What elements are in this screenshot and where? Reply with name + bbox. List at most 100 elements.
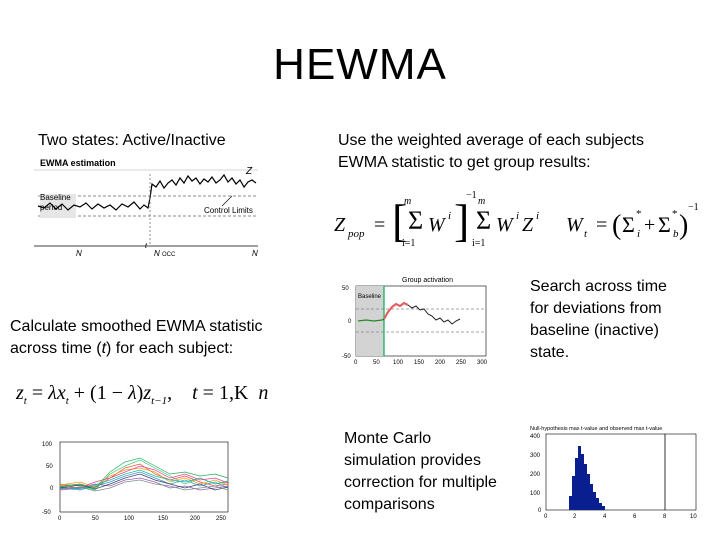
wt-eq: = [596, 214, 608, 236]
x-label-occ: OCC [162, 252, 176, 258]
wt-sigma-1: Σ [622, 212, 635, 237]
zpop-i1-2: i=1 [472, 238, 486, 249]
right-heading-line-1: Use the weighted average of each subject… [338, 132, 644, 149]
control-limits-label: Control Limits [204, 206, 253, 215]
subjects-y-tick-50: 50 [46, 464, 53, 470]
wt-i: i [637, 228, 641, 240]
search-line-3: baseline (inactive) [530, 322, 659, 339]
wt-t: t [584, 228, 588, 240]
right-heading-line-2: EWMA statistic to get group results: [338, 154, 591, 171]
group-y-tick-neg50: -50 [342, 354, 351, 360]
x-label-t: t [145, 243, 148, 250]
hist-x-tick-8: 8 [663, 514, 667, 520]
zpop-i1-1: i=1 [402, 238, 416, 249]
group-x-tick-250: 250 [456, 360, 467, 366]
ewma-formula: zt = λxt + (1 − λ)zt−1, t = 1,K n [16, 382, 268, 407]
wt-plus: + [644, 214, 656, 236]
group-x-tick-0: 0 [354, 360, 358, 366]
wt-formula: W t = ( Σ * i + Σ * b ) −1 [566, 196, 699, 256]
right-heading: Use the weighted average of each subject… [338, 130, 644, 174]
group-x-tick-200: 200 [435, 360, 446, 366]
hist-y-tick-300: 300 [530, 453, 541, 459]
ewma-f-t: t [192, 382, 198, 404]
zpop-bracket-open: [ [392, 195, 408, 246]
subjects-y-tick-100: 100 [42, 442, 53, 448]
wt-paren-close: ) [679, 210, 689, 241]
subjects-x-tick-100: 100 [124, 516, 135, 522]
z-label: Z [245, 166, 253, 177]
zpop-Z: Z [334, 214, 346, 236]
subjects-x-tick-50: 50 [92, 516, 99, 522]
hist-x-tick-2: 2 [573, 514, 577, 520]
ewma-f-K: K [233, 382, 249, 404]
subjects-y-tick-neg50: -50 [42, 510, 51, 516]
zpop-sum-2: Σ [476, 206, 492, 235]
subjects-x-tick-0: 0 [58, 516, 62, 522]
ewma-f-t2: t [65, 395, 69, 407]
ewma-f-x: x [56, 382, 66, 404]
ewma-f-close: ) [136, 382, 144, 404]
subjects-ewma-figure: 100 50 0 -50 0 50 100 150 200 250 [42, 441, 229, 522]
monte-line-3: correction for multiple [344, 474, 497, 491]
ewma-f-lambda: λ [48, 382, 57, 404]
ewma-text-line-2: across time (t) for each subject: [10, 338, 263, 360]
ewma-f-t1: t [23, 395, 27, 407]
subjects-x-tick-150: 150 [158, 516, 169, 522]
hist-x-tick-4: 4 [603, 514, 607, 520]
baseline-label-2: period [40, 203, 62, 212]
left-heading: Two states: Active/Inactive [38, 132, 226, 149]
x-label-n-end: N [252, 249, 258, 258]
group-figure-title: Group activation [402, 277, 453, 284]
x-label-n: N [76, 249, 82, 258]
zpop-Z-2: Z [522, 214, 534, 236]
subjects-y-tick-0: 0 [50, 486, 54, 492]
group-y-tick-0: 0 [348, 319, 352, 325]
ewma-f-tm1: t−1 [151, 395, 168, 407]
x-label-nocc-n: N [154, 249, 160, 258]
group-x-tick-100: 100 [393, 360, 404, 366]
ewma-text-line-1: Calculate smoothed EWMA statistic [10, 318, 263, 335]
ewma-f-comma: , [167, 382, 173, 404]
wt-star-1: * [636, 208, 642, 220]
hist-x-tick-10: 10 [690, 514, 697, 520]
group-baseline-label: Baseline [358, 294, 382, 300]
search-line-2: for deviations from [530, 300, 662, 317]
histogram-title: Null-hypothesis max t-value and observed… [530, 426, 662, 432]
hist-x-tick-0: 0 [544, 514, 548, 520]
search-line-4: state. [530, 344, 570, 361]
zpop-m-2: m [478, 196, 486, 207]
group-activation-figure: Group activation Baseline 50 0 -50 0 50 … [342, 277, 488, 366]
wt-b: b [673, 228, 679, 240]
null-hypothesis-histogram: Null-hypothesis max t-value and observed… [530, 426, 697, 520]
monte-line-2: simulation provides [344, 452, 481, 469]
zpop-W-1: W [428, 214, 445, 236]
monte-line-4: comparisons [344, 496, 435, 513]
monte-carlo-text: Monte Carlo simulation provides correcti… [344, 428, 497, 516]
zpop-neg1: −1 [466, 190, 477, 201]
ewma-f-n: n [258, 382, 269, 404]
zpop-sub: pop [348, 228, 365, 240]
wt-star-2: * [672, 208, 678, 220]
wt-sigma-2: Σ [658, 212, 671, 237]
zpop-i-2: i [516, 210, 520, 222]
hist-y-tick-400: 400 [530, 434, 541, 440]
histogram-bars [569, 446, 605, 510]
ewma-estimation-figure: EWMA estimation Baseline period Z Contro… [34, 158, 258, 258]
zpop-m-1: m [404, 196, 412, 207]
ewma-text-t: t [101, 340, 107, 357]
zpop-bracket-close: ] [454, 195, 470, 246]
hist-x-tick-6: 6 [633, 514, 637, 520]
search-line-1: Search across time [530, 278, 667, 295]
group-x-tick-50: 50 [373, 360, 380, 366]
slide-title: HEWMA [273, 40, 447, 89]
ewma-text: Calculate smoothed EWMA statistic across… [10, 316, 263, 360]
group-x-tick-150: 150 [414, 360, 425, 366]
ewma-trace [37, 173, 257, 211]
ewma-text-post: ) for each subject: [106, 340, 234, 357]
zpop-eq: = [374, 214, 386, 236]
wt-neg1: −1 [688, 202, 699, 213]
ewma-text-pre: across time ( [10, 340, 102, 357]
ewma-f-eq2: = 1, [197, 382, 234, 404]
baseline-label-1: Baseline [40, 193, 71, 202]
zpop-W-2: W [496, 214, 513, 236]
